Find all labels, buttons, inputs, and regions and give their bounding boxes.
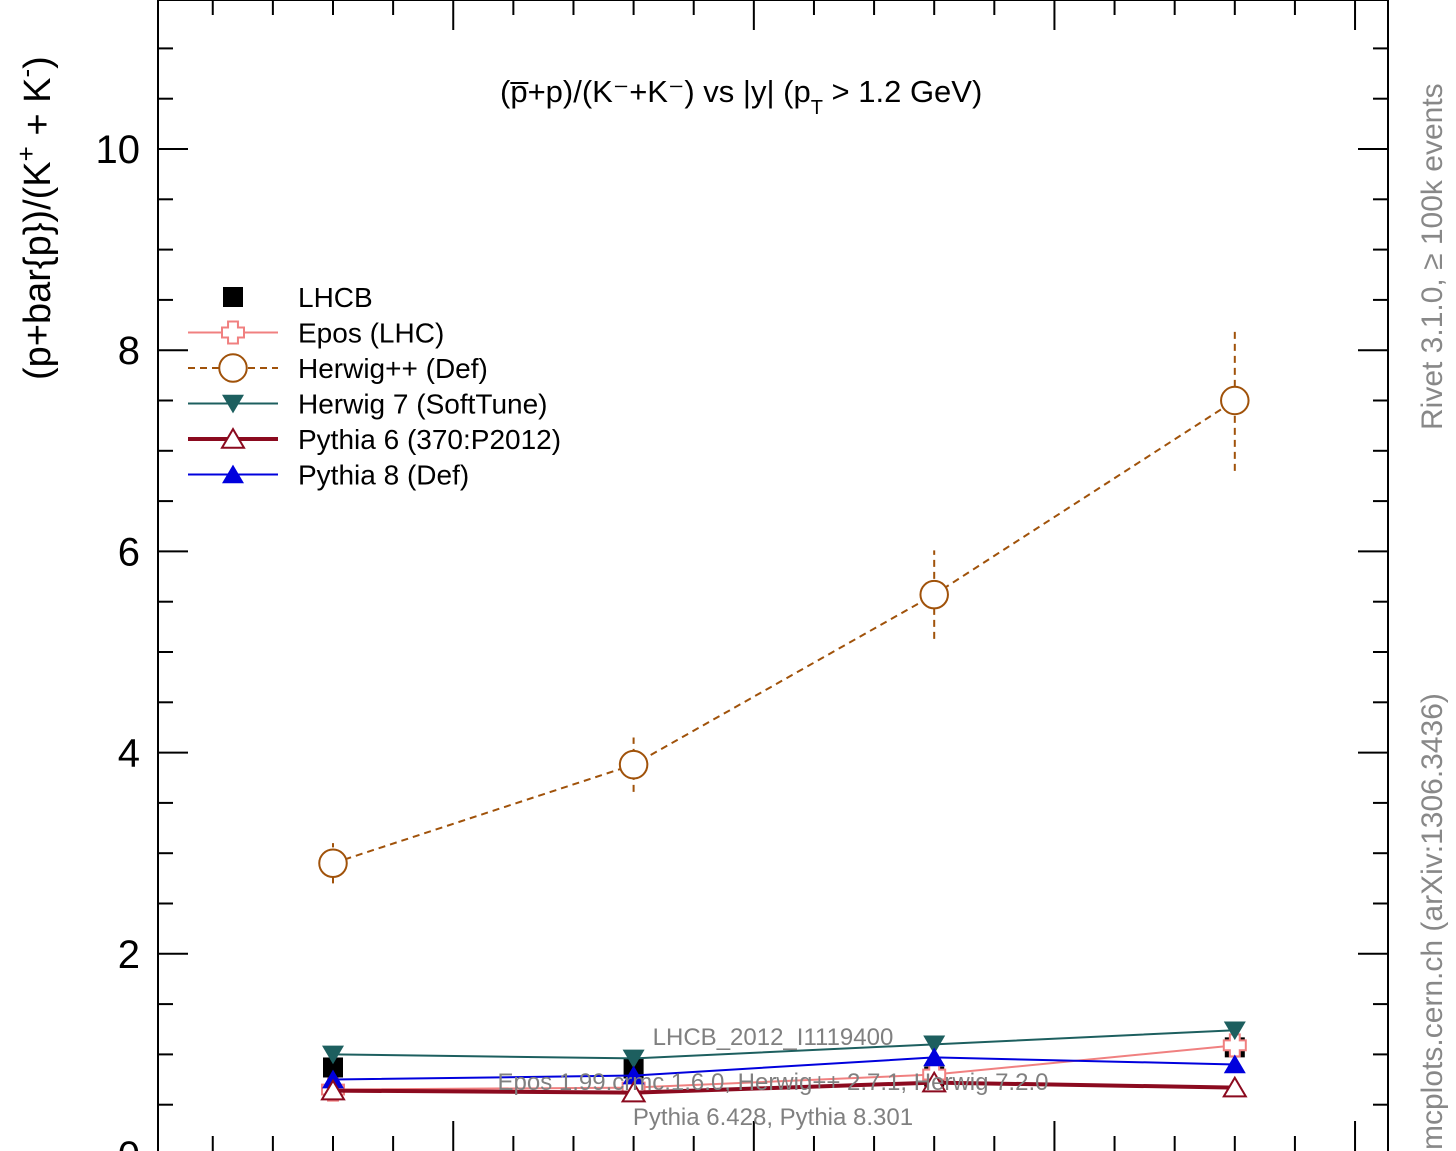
legend-label: LHCB [298, 282, 373, 313]
series-line [332, 1056, 1235, 1081]
legend-marker [221, 320, 245, 345]
legend-label: Pythia 8 (Def) [298, 460, 469, 491]
legend-item: Herwig++ (Def) [188, 353, 488, 384]
data-point [318, 848, 348, 879]
legend-marker [222, 394, 244, 414]
data-point [923, 1035, 946, 1055]
series-herwig-def- [318, 330, 1250, 884]
data-point [923, 1047, 946, 1067]
legend-marker [218, 353, 248, 383]
data-point [323, 1057, 343, 1078]
series-layer [318, 330, 1250, 1103]
legend: LHCB Epos (LHC) Herwig++ (Def) Herwig 7 (So… [188, 282, 561, 491]
data-point [1223, 1021, 1246, 1041]
data-point [322, 1045, 344, 1065]
generators-line-1: Epos 1.99.crmc.1.6.0, Herwig++ 2.7.1, He… [498, 1069, 1049, 1096]
axis-ticks [158, 0, 1388, 1151]
series-line [332, 1080, 1235, 1095]
data-point [620, 1080, 647, 1103]
data-point [1222, 1075, 1248, 1098]
series-line [332, 1029, 1235, 1060]
series-pythia-6-370-p2012- [320, 1070, 1248, 1103]
legend-marker [223, 287, 243, 307]
y-tick-labels: 0 2 4 6 8 10 [96, 128, 141, 1151]
y-tick-label: 8 [118, 329, 140, 373]
rivet-version-label: Rivet 3.1.0, ≥ 100k events [1416, 83, 1449, 430]
y-axis-label: (p+bar{p})/(K+ + K-) [11, 56, 59, 380]
experiment-label: LHCB_2012_I1119400 [653, 1024, 894, 1051]
legend-label: Herwig++ (Def) [298, 353, 488, 384]
legend-item: Herwig 7 (SoftTune) [188, 389, 548, 420]
y-tick-label: 2 [118, 933, 140, 977]
series-herwig-7-softtune- [322, 1021, 1246, 1069]
mcplots-label: mcplots.cern.ch (arXiv:1306.3436) [1416, 693, 1449, 1150]
legend-item: Pythia 6 (370:P2012) [188, 424, 561, 455]
legend-label: Pythia 6 (370:P2012) [298, 424, 561, 455]
y-tick-label: 4 [118, 732, 140, 776]
legend-item: Epos (LHC) [188, 318, 444, 349]
legend-marker [220, 427, 246, 449]
series-line [332, 399, 1236, 865]
legend-item: LHCB [223, 282, 373, 313]
series-line [332, 1044, 1235, 1091]
data-point [320, 1078, 346, 1101]
data-point [618, 749, 649, 780]
plot-title: (p̅+p)/(K⁻+K⁻) vs |y| (pT > 1.2 GeV) [500, 74, 982, 119]
data-point [622, 1049, 645, 1069]
data-point [622, 1065, 645, 1085]
data-point [1220, 385, 1250, 416]
data-point [1222, 1033, 1247, 1058]
plot-frame [157, 0, 1389, 1151]
legend-label: Epos (LHC) [298, 318, 444, 349]
generators-line-2: Pythia 6.428, Pythia 8.301 [633, 1104, 913, 1131]
data-point [921, 1070, 947, 1093]
y-tick-label: 6 [118, 530, 140, 574]
data-point [1223, 1054, 1246, 1074]
y-tick-label: 0 [118, 1134, 140, 1151]
legend-label: Herwig 7 (SoftTune) [298, 389, 548, 420]
legend-item: Pythia 8 (Def) [188, 460, 469, 491]
y-tick-label: 10 [96, 128, 141, 172]
legend-marker [222, 464, 244, 484]
data-point [919, 579, 949, 610]
